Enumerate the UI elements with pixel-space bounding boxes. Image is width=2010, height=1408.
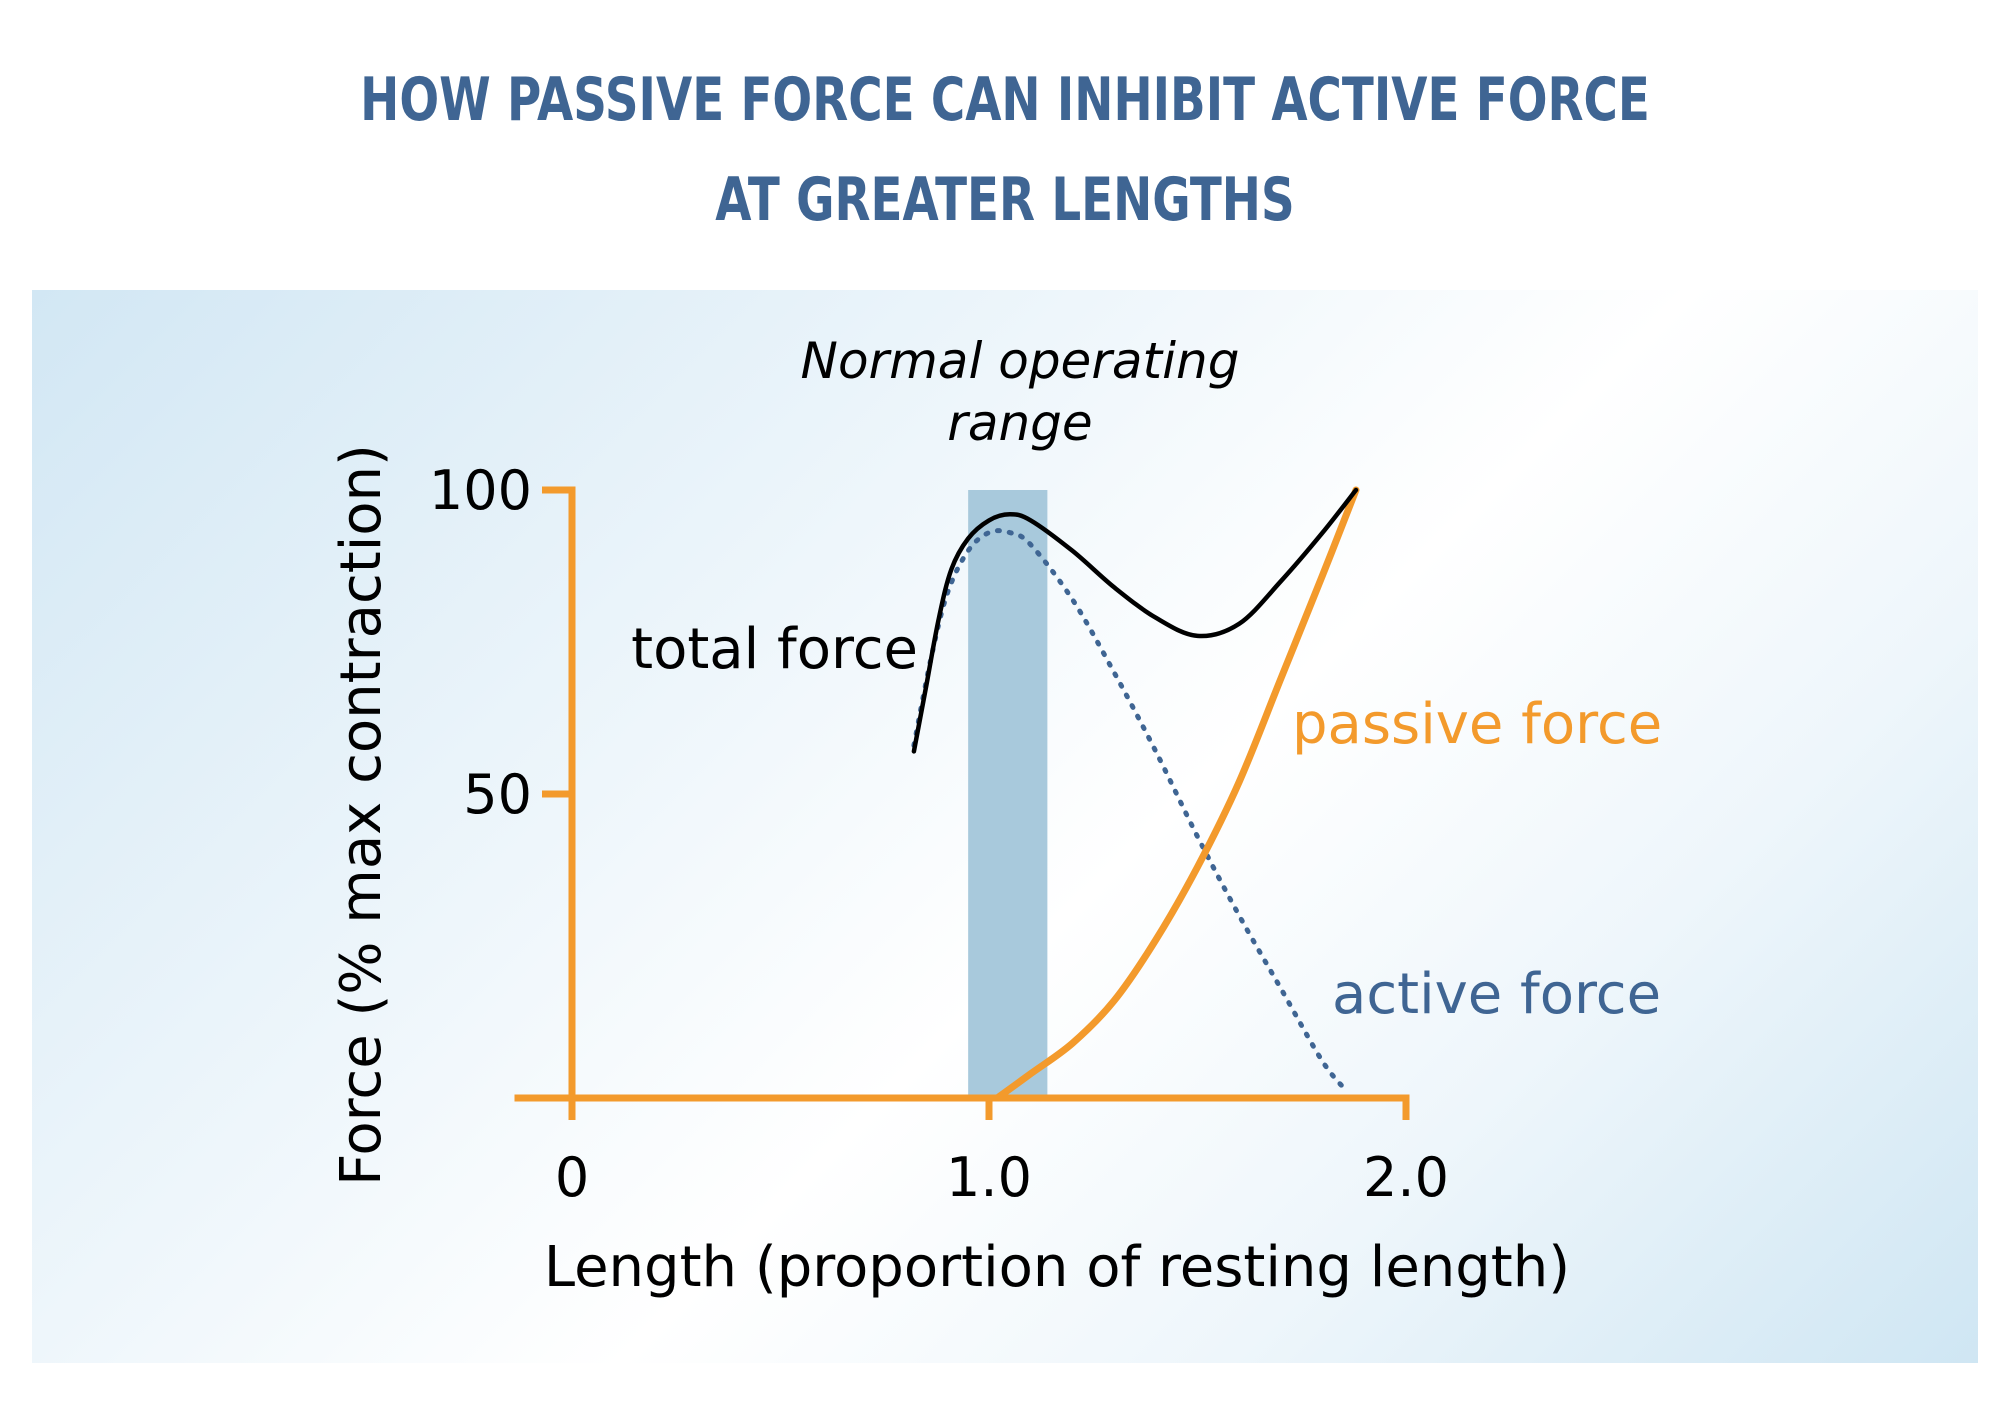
title-line-1: HOW PASSIVE FORCE CAN INHIBIT ACTIVE FOR… <box>360 65 1650 135</box>
total-force-label: total force <box>631 617 918 682</box>
active-force-line <box>911 528 1351 1095</box>
total-force-line <box>911 487 1359 754</box>
y-tick-label: 100 <box>429 459 532 522</box>
axis-ticks: 0 1.0 2.0 50 100 <box>429 459 1449 1209</box>
range-label-line-2: range <box>947 394 1092 452</box>
y-tick-label: 50 <box>463 763 532 826</box>
x-tick-label: 1.0 <box>946 1146 1032 1209</box>
passive-force-label: passive force <box>1292 692 1662 757</box>
x-tick-label: 0 <box>555 1146 589 1209</box>
x-axis-label: Length (proportion of resting length) <box>544 1235 1570 1300</box>
x-tick-label: 2.0 <box>1363 1146 1449 1209</box>
chart-title: HOW PASSIVE FORCE CAN INHIBIT ACTIVE FOR… <box>221 50 1789 250</box>
range-label-line-1: Normal operating <box>801 332 1240 390</box>
operating-range-band <box>968 490 1048 1098</box>
y-axis-label: Force (% max contraction) <box>329 444 394 1186</box>
passive-force-line <box>993 486 1360 1102</box>
title-line-2: AT GREATER LENGTHS <box>715 165 1295 235</box>
active-force-label: active force <box>1332 962 1661 1027</box>
